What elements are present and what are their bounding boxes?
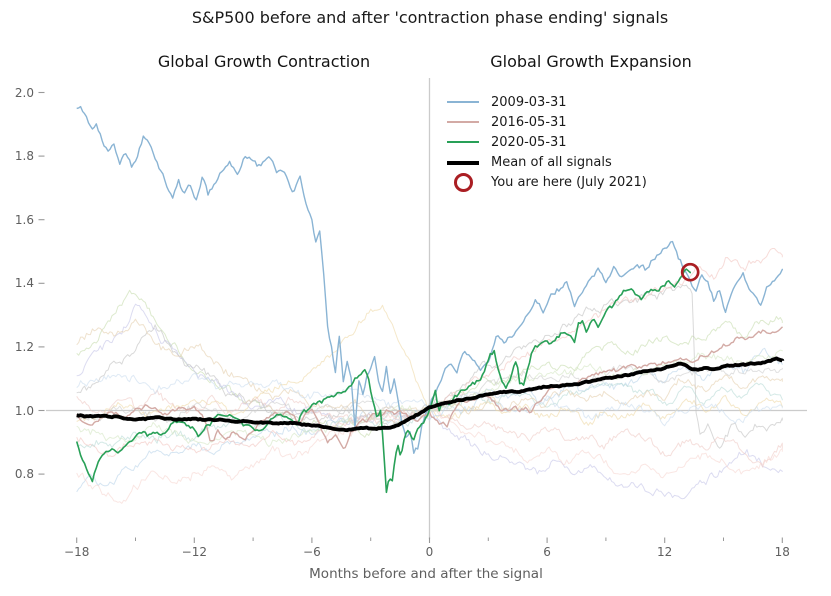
legend-swatch-line bbox=[446, 141, 480, 144]
panel-label-contraction: Global Growth Contraction bbox=[157, 52, 371, 71]
legend-label: You are here (July 2021) bbox=[491, 175, 647, 191]
legend-swatch-ring bbox=[446, 173, 480, 193]
legend-line-icon bbox=[447, 141, 479, 144]
y-tick-label-1.2: 1.2 bbox=[14, 339, 34, 354]
legend-item-2009-03-31: 2009-03-31 bbox=[446, 92, 647, 112]
legend-swatch-line bbox=[446, 101, 480, 104]
chart-title: S&P500 before and after 'contraction pha… bbox=[191, 8, 669, 27]
y-tick-label-1.4: 1.4 bbox=[14, 276, 34, 291]
background-series-signal-a bbox=[76, 304, 783, 426]
legend: 2009-03-31 2016-05-31 2020-05-31 Mean of al… bbox=[446, 92, 647, 193]
x-tick-label-12: 12 bbox=[657, 545, 673, 559]
background-series-signal-m bbox=[76, 349, 783, 448]
legend-item-you-are-here-july-2021-: You are here (July 2021) bbox=[446, 173, 647, 193]
legend-label: Mean of all signals bbox=[491, 155, 612, 171]
x-tick-label--6: −6 bbox=[303, 545, 321, 559]
legend-item-mean-of-all-signals: Mean of all signals bbox=[446, 153, 647, 173]
legend-label: 2016-05-31 bbox=[491, 114, 567, 130]
x-tick-label--18: −18 bbox=[64, 545, 90, 559]
y-tick-label-2.0: 2.0 bbox=[14, 85, 34, 100]
x-tick-label-0: 0 bbox=[425, 545, 434, 559]
x-tick-label-6: 6 bbox=[543, 545, 551, 559]
legend-label: 2020-05-31 bbox=[491, 134, 567, 150]
x-axis-label: Months before and after the signal bbox=[309, 566, 543, 582]
legend-line-icon bbox=[447, 160, 479, 165]
legend-swatch-line bbox=[446, 160, 480, 165]
x-tick-label--12: −12 bbox=[181, 545, 207, 559]
background-series-signal-e bbox=[76, 347, 783, 493]
legend-item-2016-05-31: 2016-05-31 bbox=[446, 112, 647, 132]
legend-line-icon bbox=[447, 101, 479, 104]
you-are-here-marker bbox=[680, 262, 700, 282]
series-2016-05-31 bbox=[76, 326, 783, 449]
legend-label: 2009-03-31 bbox=[491, 94, 567, 110]
legend-swatch-line bbox=[446, 121, 480, 124]
series-2020-05-31 bbox=[75, 268, 691, 494]
y-tick-label-1.8: 1.8 bbox=[14, 149, 34, 164]
panel-label-expansion: Global Growth Expansion bbox=[490, 52, 692, 71]
legend-line-icon bbox=[447, 121, 479, 124]
x-tick-label-18: 18 bbox=[774, 545, 790, 559]
legend-item-2020-05-31: 2020-05-31 bbox=[446, 132, 647, 152]
y-tick-label-1.0: 1.0 bbox=[14, 403, 34, 418]
series-mean-of-all-signals bbox=[76, 356, 785, 433]
series-2009-03-31 bbox=[76, 105, 783, 454]
y-tick-label-1.6: 1.6 bbox=[14, 212, 34, 227]
y-tick-label-0.8: 0.8 bbox=[14, 467, 34, 482]
you-are-here-ring-icon bbox=[453, 173, 473, 193]
